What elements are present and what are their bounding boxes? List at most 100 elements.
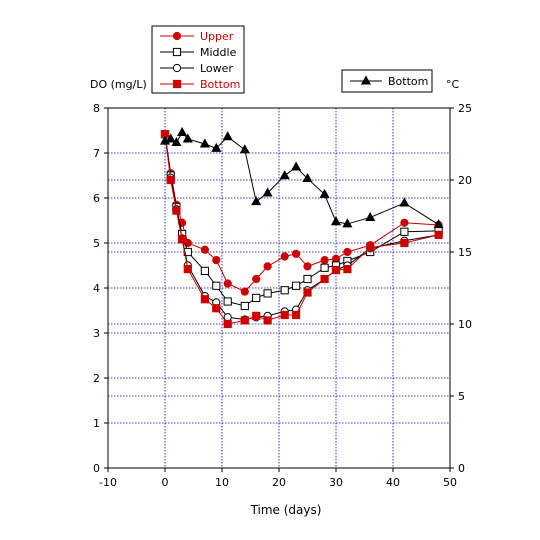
data-point <box>280 310 289 320</box>
legend-left: Upper Middle Lower Bottom <box>151 25 245 94</box>
data-point <box>252 274 261 284</box>
y2-tick-label: 25 <box>458 102 472 115</box>
y-axis-label: DO (mg/L) <box>90 78 147 91</box>
data-point <box>365 211 376 221</box>
legend-label: Upper <box>200 30 234 43</box>
legend-marker <box>172 63 182 73</box>
y-tick-label: 0 <box>93 462 100 475</box>
y-tick-label: 5 <box>93 237 100 250</box>
data-point <box>303 288 312 297</box>
legend-marker <box>172 47 182 57</box>
data-point <box>172 206 181 215</box>
legend-item: Lower <box>160 62 233 75</box>
legend-marker <box>360 75 372 85</box>
y-tick-label: 6 <box>93 192 100 205</box>
data-point <box>182 133 193 143</box>
data-point <box>400 218 409 227</box>
data-point <box>165 133 176 143</box>
data-point <box>319 188 330 198</box>
y-tick-label: 2 <box>93 372 100 385</box>
data-point <box>366 243 375 252</box>
legend-label: Bottom <box>388 75 428 88</box>
data-point <box>212 304 221 313</box>
data-point <box>331 265 341 275</box>
data-point <box>166 175 175 185</box>
data-point <box>330 216 342 226</box>
x-tick-label: 50 <box>443 476 457 489</box>
x-tick-label: -10 <box>99 476 117 489</box>
x-axis-label: Time (days) <box>250 503 322 517</box>
data-point <box>200 295 210 304</box>
data-point <box>252 311 261 320</box>
y-tick-label: 8 <box>93 102 100 115</box>
y-tick-label: 3 <box>93 327 100 340</box>
data-point <box>320 274 329 284</box>
data-point <box>400 238 409 248</box>
legend-item: Bottom <box>160 78 240 91</box>
y2-axis-label: °C <box>446 78 460 91</box>
x-tick-label: 10 <box>215 476 229 489</box>
data-point <box>291 161 302 171</box>
data-point <box>239 144 250 154</box>
legend-item: Bottom <box>350 75 428 88</box>
y2-tick-label: 15 <box>458 246 472 259</box>
y2-tick-label: 10 <box>458 318 472 331</box>
data-point <box>292 249 301 258</box>
legend-item: Middle <box>160 46 237 59</box>
data-point <box>263 262 272 271</box>
data-point <box>240 287 249 296</box>
y-tick-label: 7 <box>93 147 100 160</box>
y2-tick-label: 20 <box>458 174 472 187</box>
data-point <box>280 286 289 295</box>
data-point <box>434 230 443 240</box>
data-point <box>200 266 210 275</box>
y2-tick-label: 5 <box>458 390 465 403</box>
series-upper-do <box>160 130 443 296</box>
x-tick-label: 0 <box>162 476 169 489</box>
data-point <box>302 173 313 183</box>
x-tick-label: 30 <box>329 476 343 489</box>
legend-label: Middle <box>200 46 237 59</box>
series-layer <box>159 126 444 329</box>
data-point <box>263 316 272 325</box>
data-point <box>240 316 249 325</box>
data-point <box>212 256 221 265</box>
data-point <box>171 137 182 147</box>
data-point <box>343 265 352 274</box>
data-point <box>280 252 289 261</box>
data-point <box>342 218 353 228</box>
y-tick-label: 4 <box>93 282 100 295</box>
data-point <box>303 274 312 284</box>
x-tick-label: 20 <box>272 476 286 489</box>
data-point <box>223 279 232 288</box>
legend-right-box <box>341 69 433 93</box>
legend-item: Upper <box>160 30 234 43</box>
legend-left-box <box>151 25 245 94</box>
data-point <box>279 170 290 180</box>
data-point <box>251 196 262 206</box>
data-point <box>223 297 232 306</box>
data-point <box>320 256 329 265</box>
data-point <box>292 281 301 290</box>
data-point <box>331 254 341 263</box>
data-point <box>320 263 329 272</box>
data-point <box>303 262 312 271</box>
series-bottom-do <box>160 130 443 329</box>
data-point <box>400 227 409 236</box>
data-point <box>292 310 301 320</box>
legend-marker <box>172 79 182 89</box>
y2-tick-label: 0 <box>458 462 465 475</box>
data-point <box>343 247 352 257</box>
legend-marker <box>172 31 182 41</box>
data-point <box>211 142 222 152</box>
x-tick-label: 40 <box>386 476 400 489</box>
data-point <box>183 265 192 274</box>
grid <box>108 108 450 468</box>
data-point <box>223 319 232 329</box>
data-point <box>178 235 187 244</box>
data-point <box>252 293 261 302</box>
data-point <box>177 126 188 136</box>
data-point <box>199 138 210 148</box>
